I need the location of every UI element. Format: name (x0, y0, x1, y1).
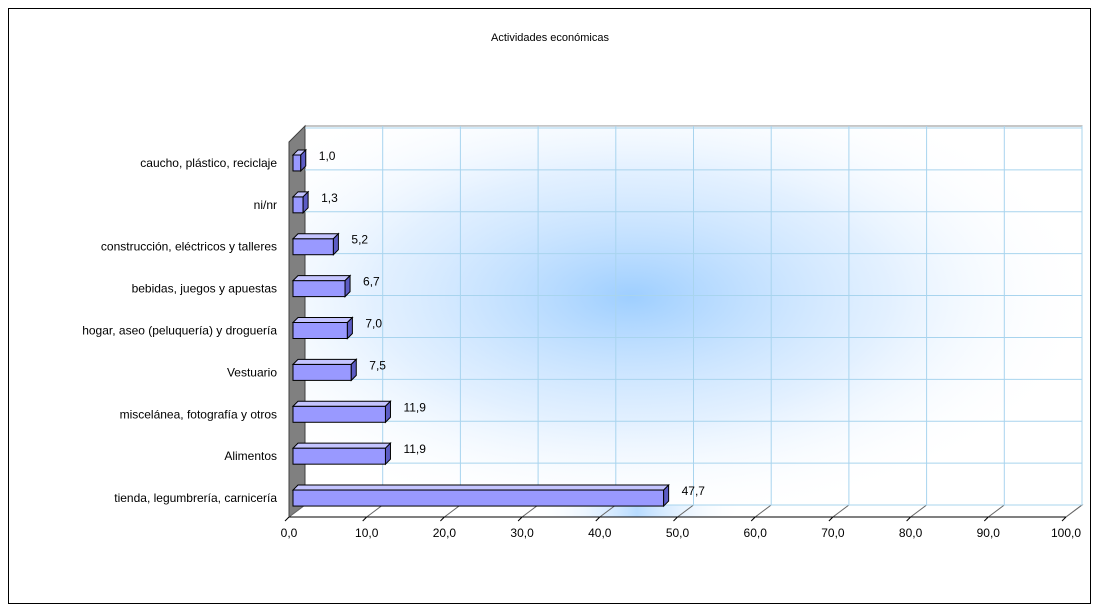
category-label: hogar, aseo (peluquería) y droguería (82, 324, 277, 338)
category-label: ni/nr (254, 198, 277, 212)
category-label: Alimentos (224, 449, 277, 463)
bar-top (291, 400, 392, 407)
category-label: construcción, eléctricos y talleres (101, 240, 277, 254)
value-label: 7,5 (369, 358, 386, 372)
bar-front (292, 280, 346, 298)
x-tick (673, 516, 678, 522)
x-tick-label: 100,0 (1051, 526, 1081, 540)
x-tick-label: 60,0 (744, 526, 768, 540)
bar-front (292, 154, 302, 172)
value-label: 47,7 (682, 484, 706, 498)
bar (291, 190, 310, 215)
bar-front (292, 322, 348, 339)
floor-line (599, 504, 617, 518)
floor-line (832, 504, 850, 518)
floor-line (987, 504, 1005, 518)
x-tick (906, 516, 911, 522)
x-tick (750, 516, 756, 522)
floor-line (288, 504, 306, 518)
value-label: 7,0 (365, 317, 382, 331)
bar-top (291, 317, 354, 323)
bar-side (384, 400, 391, 424)
floor-line (366, 504, 384, 518)
category-label: tienda, legumbrería, carnicería (114, 491, 277, 505)
floor-line (444, 504, 461, 518)
x-tick-label: 30,0 (510, 526, 534, 540)
bar-side (344, 274, 351, 298)
bar-side (663, 483, 670, 508)
bar-top (291, 275, 352, 282)
x-tick (440, 516, 445, 522)
bar-side (350, 358, 357, 382)
labels: 0,0 10,0 20,0 30,0 40,0 50,0 60,0 70,0 80,0 90,0 1… (82, 149, 1081, 540)
gridlines (284, 126, 1083, 522)
category-label: caucho, plástico, reciclaje (140, 156, 277, 170)
x-tick (828, 516, 834, 522)
bar (291, 400, 392, 424)
bars (291, 148, 670, 508)
floor-line (754, 504, 772, 518)
floor-line (521, 504, 539, 518)
bar (291, 148, 307, 173)
category-label: bebidas, juegos y apuestas (132, 282, 277, 296)
category-label: miscelánea, fotografía y otros (120, 407, 277, 421)
bar (291, 316, 354, 340)
plot-walls (287, 124, 1084, 518)
x-tick-label: 0,0 (281, 526, 298, 540)
x-tick-label: 10,0 (355, 526, 379, 540)
x-tick-label: 70,0 (821, 526, 845, 540)
bar-top (291, 233, 340, 240)
category-label: Vestuario (227, 365, 277, 379)
x-tick (1061, 516, 1067, 522)
bar (291, 274, 352, 298)
bar-front (292, 196, 304, 214)
value-label: 5,2 (351, 233, 368, 247)
bar (291, 483, 670, 508)
bar (291, 232, 340, 256)
x-tick (362, 516, 368, 522)
floor-line (677, 504, 694, 518)
bar-side (332, 232, 339, 256)
bar-front (292, 447, 386, 465)
x-tick-label: 80,0 (899, 526, 923, 540)
value-label: 11,9 (403, 400, 426, 414)
bar-front (292, 489, 665, 507)
x-tick (517, 516, 523, 522)
x-tick (595, 516, 601, 522)
value-label: 1,0 (319, 149, 336, 163)
value-label: 6,7 (363, 275, 380, 289)
value-label: 11,9 (403, 442, 426, 456)
x-tick-label: 20,0 (433, 526, 457, 540)
bar-front (292, 363, 352, 381)
bar-front (292, 405, 386, 423)
bar-side (384, 441, 391, 466)
chart-title: Actividades económicas (490, 32, 609, 44)
bar-side (346, 316, 353, 340)
value-label: 1,3 (321, 191, 338, 205)
bar-top (291, 358, 358, 365)
x-tick-label: 40,0 (588, 526, 612, 540)
floor-line (1065, 504, 1083, 518)
x-tick (983, 516, 989, 522)
x-tick-label: 50,0 (666, 526, 690, 540)
x-tick (284, 516, 290, 522)
bar-side (300, 148, 307, 173)
bar (291, 441, 392, 466)
bar (291, 358, 358, 382)
bar-top (291, 484, 670, 491)
floor-line (910, 504, 927, 518)
bar-top (291, 442, 392, 449)
bar-side (302, 190, 309, 215)
floor-glow (529, 505, 745, 517)
bar-front (292, 238, 334, 256)
x-tick-label: 90,0 (977, 526, 1001, 540)
